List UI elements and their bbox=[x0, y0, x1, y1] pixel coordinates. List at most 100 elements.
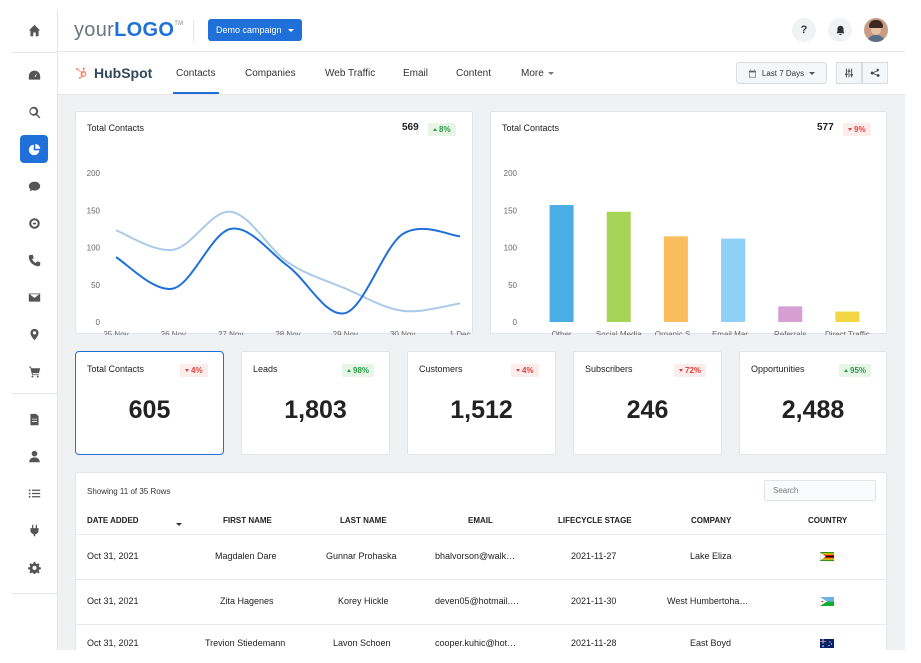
cell-lifecycle-stage: 2021-11-27 bbox=[571, 551, 617, 561]
stat-change: 95% bbox=[850, 366, 867, 375]
x-tick-label: Organic S... bbox=[655, 330, 697, 335]
x-tick-label: 26 Nov bbox=[161, 330, 186, 335]
sort-direction-icon[interactable] bbox=[176, 519, 182, 528]
contacts-table-card: Showing 11 of 35 Rows DATE ADDED FIRST N… bbox=[75, 472, 888, 650]
notifications-button[interactable] bbox=[828, 18, 852, 42]
stat-label: Customers bbox=[419, 364, 463, 374]
stat-card-subscribers[interactable]: Subscribers 72% 246 bbox=[573, 351, 722, 455]
document-icon[interactable] bbox=[20, 405, 48, 433]
stat-card-leads[interactable]: Leads 98% 1,803 bbox=[241, 351, 390, 455]
bar-2 bbox=[663, 236, 688, 322]
dashboard-icon[interactable] bbox=[20, 61, 48, 89]
cart-icon[interactable] bbox=[20, 357, 48, 385]
stat-change: 98% bbox=[353, 366, 370, 375]
location-icon[interactable] bbox=[20, 320, 48, 348]
stat-value: 605 bbox=[128, 396, 171, 424]
filter-settings-button[interactable] bbox=[836, 62, 862, 84]
rows-info: Showing 11 of 35 Rows bbox=[87, 487, 171, 496]
y-tick-label: 0 bbox=[513, 318, 518, 327]
column-header-date-added[interactable]: DATE ADDED bbox=[87, 516, 139, 525]
plug-icon[interactable] bbox=[20, 516, 48, 544]
stat-card-total-contacts[interactable]: Total Contacts 4% 605 bbox=[75, 351, 224, 455]
cell-date: Oct 31, 2021 bbox=[87, 551, 139, 561]
share-icon bbox=[870, 68, 880, 77]
line-chart-title: Total Contacts bbox=[87, 123, 145, 133]
chat-icon[interactable] bbox=[20, 172, 48, 200]
report-nav-bar: HubSpot Contacts Companies Web Traffic E… bbox=[58, 52, 905, 95]
tab-companies[interactable]: Companies bbox=[245, 68, 296, 79]
chevron-down-icon bbox=[547, 71, 554, 75]
stat-card-customers[interactable]: Customers 4% 1,512 bbox=[407, 351, 556, 455]
line-chart-change: 8% bbox=[439, 125, 451, 134]
cell-lifecycle-stage: 2021-11-30 bbox=[571, 596, 617, 606]
y-tick-label: 50 bbox=[91, 281, 100, 290]
line-chart-change-badge: 8% bbox=[428, 123, 456, 136]
arrow-up-icon bbox=[347, 369, 351, 372]
tab-more[interactable]: More bbox=[521, 68, 554, 79]
phone-icon[interactable] bbox=[20, 246, 48, 274]
column-header-email[interactable]: EMAIL bbox=[468, 516, 493, 525]
stat-change-badge: 4% bbox=[511, 364, 539, 377]
y-tick-label: 0 bbox=[96, 318, 101, 327]
date-range-label: Last 7 Days bbox=[761, 68, 805, 78]
share-button[interactable] bbox=[862, 62, 888, 84]
logo-divider bbox=[193, 20, 194, 42]
cell-company: East Boyd bbox=[690, 638, 732, 648]
pie-chart-icon[interactable] bbox=[20, 135, 48, 163]
cell-last-name: Gunnar Prohaska bbox=[326, 551, 397, 561]
tab-content[interactable]: Content bbox=[456, 68, 492, 79]
line-chart-value: 569 bbox=[402, 122, 419, 133]
user-avatar[interactable] bbox=[864, 18, 888, 42]
chevron-down-icon bbox=[809, 71, 816, 75]
y-tick-label: 150 bbox=[504, 206, 518, 215]
australia-flag-icon bbox=[820, 639, 834, 648]
table-search-input[interactable] bbox=[764, 480, 876, 501]
column-header-last-name[interactable]: LAST NAME bbox=[340, 516, 387, 525]
bar-0 bbox=[549, 205, 574, 322]
stat-change-badge: 98% bbox=[342, 364, 375, 377]
search-icon[interactable] bbox=[20, 98, 48, 126]
cell-date: Oct 31, 2021 bbox=[87, 638, 139, 648]
help-button[interactable]: ? bbox=[792, 18, 816, 42]
mail-icon[interactable] bbox=[20, 283, 48, 311]
tab-contacts[interactable]: Contacts bbox=[176, 68, 216, 79]
bar-chart-change-badge: 9% bbox=[843, 123, 871, 136]
stat-value: 1,803 bbox=[284, 396, 347, 424]
x-tick-label: Email Mar... bbox=[712, 330, 754, 335]
stat-card-opportunities[interactable]: Opportunities 95% 2,488 bbox=[739, 351, 887, 455]
series-line-1 bbox=[115, 210, 461, 313]
cell-email: bhalvorson@walk… bbox=[435, 551, 516, 561]
chat-bubble-icon[interactable] bbox=[20, 209, 48, 237]
y-tick-label: 200 bbox=[87, 169, 101, 178]
campaign-dropdown-button[interactable]: Demo campaign bbox=[208, 19, 302, 41]
company-logo: yourLOGOTM bbox=[74, 19, 184, 41]
column-header-lifecycle-stage[interactable]: LIFECYCLE STAGE bbox=[558, 516, 632, 525]
hubspot-brand: HubSpot bbox=[76, 65, 152, 81]
bar-1 bbox=[606, 211, 631, 322]
stat-change-badge: 72% bbox=[674, 364, 707, 377]
x-tick-label: Referrals bbox=[774, 330, 806, 335]
home-icon[interactable] bbox=[20, 16, 48, 44]
bar-4 bbox=[778, 306, 803, 322]
user-icon[interactable] bbox=[20, 442, 48, 470]
bar-5 bbox=[835, 311, 860, 322]
arrow-down-icon bbox=[848, 128, 852, 131]
column-header-country[interactable]: COUNTRY bbox=[808, 516, 848, 525]
column-header-company[interactable]: COMPANY bbox=[691, 516, 732, 525]
column-header-first-name[interactable]: FIRST NAME bbox=[223, 516, 272, 525]
date-range-dropdown[interactable]: Last 7 Days bbox=[736, 62, 827, 84]
y-tick-label: 150 bbox=[87, 206, 101, 215]
line-chart-card: Total Contacts 569 8% 0 50 100 150 200 25 Nov… bbox=[75, 111, 473, 335]
tab-web-traffic[interactable]: Web Traffic bbox=[325, 68, 376, 79]
chevron-down-icon bbox=[287, 28, 294, 32]
zimbabwe-flag-icon bbox=[820, 552, 834, 561]
x-tick-label: Direct Traffic bbox=[825, 330, 870, 335]
sliders-icon bbox=[844, 68, 854, 78]
top-bar: yourLOGOTM Demo campaign ? bbox=[58, 10, 905, 52]
hubspot-icon bbox=[76, 67, 87, 79]
gear-icon[interactable] bbox=[20, 553, 48, 581]
cell-first-name: Magdalen Dare bbox=[215, 551, 277, 561]
list-icon[interactable] bbox=[20, 479, 48, 507]
tab-email[interactable]: Email bbox=[403, 68, 429, 79]
